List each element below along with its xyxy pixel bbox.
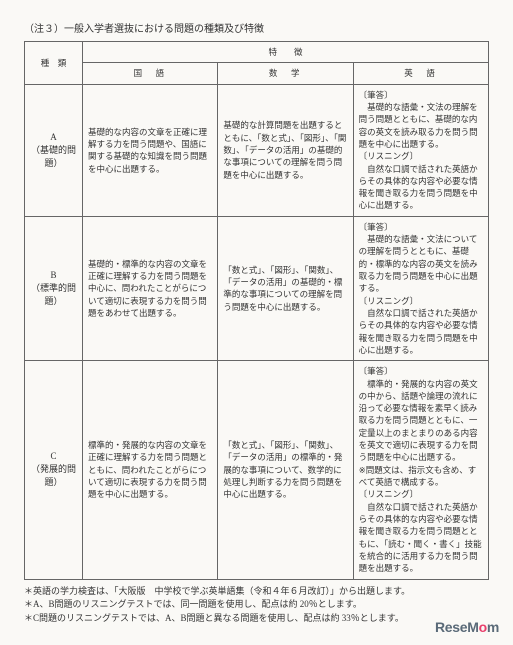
- header-type: 種 類: [25, 42, 83, 85]
- note-line: ＊C問題のリスニングテストでは、A、B問題と異なる問題を使用し、配点は約 33％…: [24, 612, 489, 626]
- resemom-logo: ReseMom: [435, 619, 499, 635]
- table-row: B （標準的問題） 基礎的・標準的な内容の文章を正確に理解する力を問う問題を中心…: [25, 216, 489, 360]
- cell-c-eigo: 〔筆答〕 標準的・発展的な内容の英文の中から、話題や論理の流れに沿って必要な情報…: [353, 361, 488, 579]
- cell-b-sugaku: 「数と式」、「図形」、「関数」、「データの活用」の基礎的・標準的な事項についての…: [218, 216, 353, 360]
- cell-a-sugaku: 基礎的な計算問題を出題するとともに、「数と式」、「図形」、「関数」、「データの活…: [218, 84, 353, 216]
- header-sugaku: 数 学: [218, 63, 353, 84]
- logo-text-accent: o: [479, 619, 487, 635]
- logo-text-suffix: m: [487, 619, 499, 635]
- cell-c-sugaku: 「数と式」、「図形」、「関数」、「データの活用」の標準的・発展的な事項について、…: [218, 361, 353, 579]
- row-label-c: C （発展的問題）: [25, 361, 83, 579]
- cell-b-kokugo: 基礎的・標準的な内容の文章を正確に理解する力を問う問題を中心に、問われたことがら…: [83, 216, 218, 360]
- row-label-b: B （標準的問題）: [25, 216, 83, 360]
- problem-types-table: 種 類 特 徴 国 語 数 学 英 語 A （基礎的問題） 基礎的な内容の文章を…: [24, 41, 489, 580]
- row-label-a: A （基礎的問題）: [25, 84, 83, 216]
- logo-text-prefix: ReseM: [435, 619, 479, 635]
- header-feature: 特 徴: [83, 42, 489, 63]
- cell-c-kokugo: 標準的・発展的な内容の文章を正確に理解する力を問う問題とともに、問われたことがら…: [83, 361, 218, 579]
- header-kokugo: 国 語: [83, 63, 218, 84]
- note-line: ＊英語の学力検査は、「大阪版 中学校で学ぶ英単語集（令和４年６月改訂）」から出題…: [24, 585, 489, 599]
- notes-block: ＊英語の学力検査は、「大阪版 中学校で学ぶ英単語集（令和４年６月改訂）」から出題…: [24, 585, 489, 626]
- table-row: A （基礎的問題） 基礎的な内容の文章を正確に理解する力を問う問題や、国語に関す…: [25, 84, 489, 216]
- note-line: ＊A、B問題のリスニングテストでは、同一問題を使用し、配点は約 20％とします。: [24, 598, 489, 612]
- header-eigo: 英 語: [353, 63, 488, 84]
- cell-a-eigo: 〔筆答〕 基礎的な語彙・文法の理解を問う問題とともに、基礎的な内容の英文を読み取…: [353, 84, 488, 216]
- cell-a-kokugo: 基礎的な内容の文章を正確に理解する力を問う問題や、国語に関する基礎的な知識を問う…: [83, 84, 218, 216]
- cell-b-eigo: 〔筆答〕 基礎的な語彙・文法についての理解を問うとともに、基礎的・標準的な内容の…: [353, 216, 488, 360]
- table-caption: （注３）一般入学者選抜における問題の種類及び特徴: [24, 20, 489, 35]
- table-row: C （発展的問題） 標準的・発展的な内容の文章を正確に理解する力を問う問題ととも…: [25, 361, 489, 579]
